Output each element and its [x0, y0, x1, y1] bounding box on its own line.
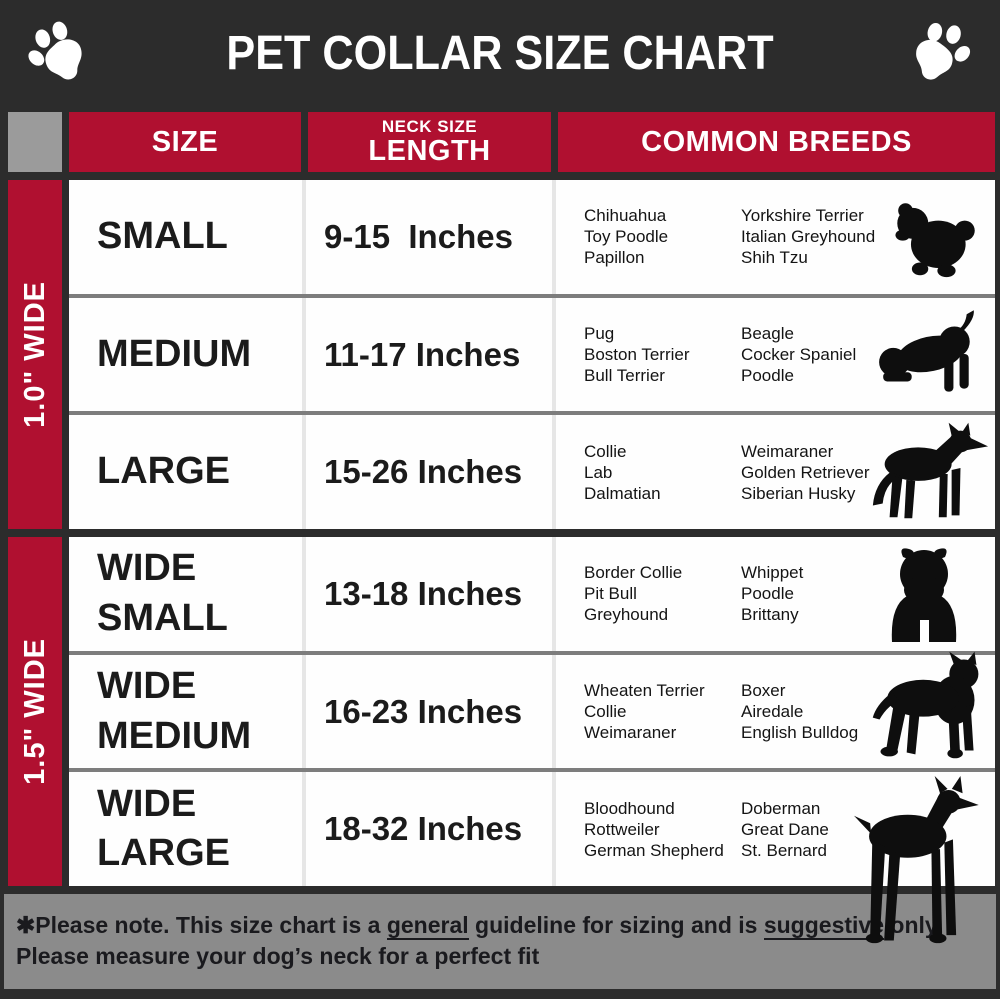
- breeds-cell: Chihuahua Toy Poodle Papillon Yorkshire …: [558, 180, 995, 294]
- neck-size-value: 11-17 Inches: [324, 335, 521, 373]
- breeds-cell: Pug Boston Terrier Bull Terrier Beagle C…: [558, 298, 995, 412]
- breed-list-a: Border Collie Pit Bull Greyhound: [584, 563, 683, 625]
- width-band-1-inch: 1.0" WIDE: [8, 180, 62, 529]
- footer-note-line-2: Please measure your dog’s neck for a per…: [16, 943, 540, 969]
- breed-list-b: Boxer Airedale English Bulldog: [741, 681, 859, 742]
- table-row-wide-medium: WIDE MEDIUM 16-23 Inches Wheaten Terrier…: [69, 650, 995, 769]
- underlined-word-suggestive: suggestive: [763, 912, 884, 940]
- breeds-cell: Wheaten Terrier Collie Weimaraner Boxer …: [558, 651, 995, 769]
- beagle-puppy-icon: [873, 309, 985, 401]
- breeds-cell: Collie Lab Dalmatian Weimaraner Golden R…: [558, 415, 995, 529]
- breed-list-b: Weimaraner Golden Retriever Siberian Hus…: [741, 441, 870, 503]
- table-row-small: SMALL 9-15 Inches Chihuahua Toy Poodle P…: [69, 180, 995, 294]
- breeds-cell: Border Collie Pit Bull Greyhound Whippet…: [558, 537, 995, 651]
- column-header-common-breeds: COMMON BREEDS: [558, 112, 995, 172]
- column-header-size: SIZE: [69, 112, 301, 172]
- table-row-large: LARGE 15-26 Inches Collie Lab Dalmatian …: [69, 411, 995, 530]
- neck-size-value: 9-15 Inches: [324, 217, 513, 255]
- footer-note-line-1: ✱Please note. This size chart is a gener…: [16, 912, 943, 940]
- title-bar: PET COLLAR SIZE CHART: [0, 0, 1000, 106]
- width-band-1-inch-label: 1.0" WIDE: [18, 281, 51, 428]
- width-band-1-5-inch: 1.5" WIDE: [8, 537, 62, 886]
- size-label: WIDE MEDIUM: [97, 665, 252, 757]
- breeds-cell: Bloodhound Rottweiler German Shepherd Do…: [558, 772, 995, 944]
- table-row-medium: MEDIUM 11-17 Inches Pug Boston Terrier B…: [69, 293, 995, 412]
- pit-bull-icon: [865, 649, 991, 761]
- page-title: PET COLLAR SIZE CHART: [226, 26, 774, 80]
- paw-right-icon: [908, 20, 974, 86]
- neck-size-value: 13-18 Inches: [324, 574, 523, 612]
- size-label: LARGE: [97, 450, 230, 493]
- breed-list-b: Whippet Poodle Brittany: [741, 563, 804, 625]
- size-label: WIDE SMALL: [97, 547, 228, 639]
- breed-list-b: Doberman Great Dane St. Bernard: [741, 798, 829, 860]
- breed-list-b: Beagle Cocker Spaniel Poodle: [741, 324, 857, 385]
- size-table: 1.0" WIDE 1.5" WIDE SIZE NECK SIZE LENGT…: [8, 112, 995, 944]
- breed-list-a: Pug Boston Terrier Bull Terrier: [584, 324, 690, 385]
- column-header-neck-size-length: NECK SIZE LENGTH: [308, 112, 551, 172]
- german-shepherd-icon: [863, 422, 991, 522]
- size-label: WIDE LARGE: [97, 782, 230, 875]
- group-1-5-inch-rows: WIDE SMALL 13-18 Inches Border Collie Pi…: [69, 537, 995, 944]
- corner-spacer: [8, 112, 62, 172]
- breed-list-a: Chihuahua Toy Poodle Papillon: [584, 206, 669, 268]
- width-band-1-5-inch-label: 1.5" WIDE: [18, 638, 51, 785]
- breed-list-a: Collie Lab Dalmatian: [584, 441, 661, 503]
- doberman-icon: [841, 776, 981, 948]
- neck-size-value: 16-23 Inches: [324, 692, 523, 730]
- table-row-wide-large: WIDE LARGE 18-32 Inches Bloodhound Rottw…: [69, 768, 995, 944]
- pit-bull-bust-icon: [881, 544, 973, 644]
- underlined-word-general: general: [386, 912, 469, 940]
- size-label: SMALL: [97, 215, 228, 258]
- paw-left-icon: [26, 20, 92, 86]
- footer-note: ✱Please note. This size chart is a gener…: [4, 894, 996, 989]
- size-label: MEDIUM: [97, 332, 252, 375]
- breed-list-a: Wheaten Terrier Collie Weimaraner: [584, 681, 705, 742]
- neck-size-value: 15-26 Inches: [324, 453, 523, 491]
- table-row-wide-small: WIDE SMALL 13-18 Inches Border Collie Pi…: [69, 537, 995, 651]
- neck-size-value: 18-32 Inches: [324, 810, 523, 848]
- breed-list-b: Yorkshire Terrier Italian Greyhound Shih…: [741, 206, 876, 268]
- breed-list-a: Bloodhound Rottweiler German Shepherd: [584, 798, 724, 860]
- fluffy-toy-dog-icon: [885, 196, 977, 278]
- group-1-inch-rows: SMALL 9-15 Inches Chihuahua Toy Poodle P…: [69, 180, 995, 530]
